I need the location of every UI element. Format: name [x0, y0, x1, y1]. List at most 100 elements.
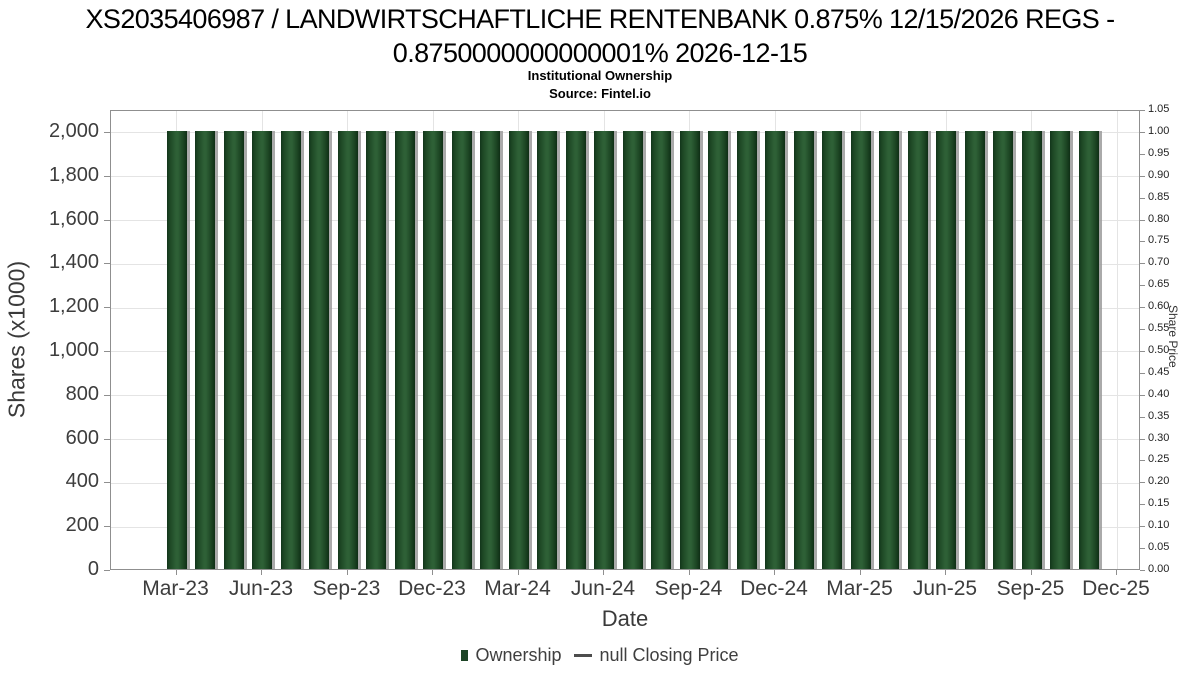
right-tick-mark	[1140, 241, 1145, 243]
ownership-bar	[1021, 130, 1042, 569]
right-tick-label: 0.50	[1148, 343, 1170, 356]
closing-price-legend-line-icon	[574, 654, 593, 657]
right-tick-label: 0.15	[1148, 497, 1170, 510]
left-tick-mark	[104, 175, 110, 177]
ownership-bar	[423, 130, 443, 569]
x-tick-mark	[517, 570, 519, 575]
x-tick-label: Jun-24	[570, 577, 636, 600]
legend-label-ownership: Ownership	[475, 645, 562, 665]
right-tick-label: 0.55	[1148, 322, 1170, 335]
ownership-bar	[366, 130, 386, 569]
left-tick-label: 600	[65, 426, 99, 449]
x-tick-label: Mar-23	[142, 577, 209, 600]
ownership-bar	[451, 130, 472, 569]
ownership-bar	[309, 130, 329, 569]
left-tick-label: 1,600	[48, 207, 99, 230]
right-tick-mark	[1140, 153, 1145, 155]
ownership-bar	[565, 130, 586, 569]
left-tick-mark	[104, 307, 110, 309]
x-tick-mark	[1116, 570, 1117, 575]
right-tick-label: 0.25	[1148, 453, 1170, 466]
right-tick-label: 0.90	[1148, 168, 1170, 181]
ownership-bar	[594, 130, 614, 569]
ownership-bar	[879, 130, 899, 569]
right-tick-label: 0.40	[1148, 387, 1170, 400]
ownership-bar	[1078, 130, 1099, 569]
x-tick-mark	[603, 570, 604, 575]
right-tick-label: 1.00	[1148, 124, 1170, 137]
right-tick-label: 0.35	[1148, 409, 1170, 422]
right-tick-mark	[1140, 394, 1145, 396]
left-tick-mark	[104, 350, 110, 352]
right-tick-mark	[1140, 350, 1145, 352]
ownership-bar	[166, 130, 187, 569]
ownership-bar	[651, 130, 671, 569]
ownership-bar	[679, 130, 700, 569]
left-tick-mark	[104, 394, 110, 396]
ownership-bar	[736, 130, 757, 569]
ownership-bar	[480, 130, 500, 569]
right-tick-label: 0.70	[1148, 256, 1170, 269]
left-tick-label: 400	[65, 470, 99, 493]
ownership-bar	[708, 130, 728, 569]
ownership-bar	[907, 130, 928, 569]
right-tick-mark	[1140, 526, 1145, 528]
right-tick-mark	[1140, 263, 1145, 265]
left-tick-label: 200	[65, 514, 99, 537]
x-tick-mark	[175, 570, 177, 575]
left-tick-label: 1,200	[48, 295, 99, 318]
x-tick-mark	[859, 570, 861, 575]
legend-label-closing-price: null Closing Price	[599, 645, 739, 665]
right-tick-label: 0.95	[1148, 146, 1170, 159]
ownership-bar	[850, 130, 871, 569]
ownership-bar	[822, 130, 842, 569]
right-tick-label: 1.05	[1148, 103, 1170, 115]
x-tick-label: Sep-25	[996, 577, 1065, 600]
x-tick-mark	[261, 570, 262, 575]
left-tick-label: 2,000	[48, 119, 99, 142]
right-tick-mark	[1140, 460, 1145, 462]
ownership-bar	[223, 130, 244, 569]
ownership-bar	[1050, 130, 1070, 569]
left-tick-label: 1,000	[48, 338, 99, 361]
grid-line-v	[1116, 111, 1118, 569]
x-tick-label: Jun-23	[228, 577, 294, 600]
left-tick-mark	[104, 438, 110, 440]
right-tick-mark	[1140, 219, 1145, 221]
chart-title-line1: XS2035406987 / LANDWIRTSCHAFTLICHE RENTE…	[85, 4, 1116, 34]
ownership-bar	[964, 130, 985, 569]
chart-subtitle: Institutional Ownership	[527, 68, 673, 83]
x-tick-mark	[945, 570, 946, 575]
chart-title: XS2035406987 / LANDWIRTSCHAFTLICHE RENTE…	[0, 2, 1200, 70]
ownership-bar	[765, 130, 785, 569]
right-tick-label: 0.45	[1148, 365, 1170, 378]
x-tick-label: Jun-25	[912, 577, 978, 600]
left-tick-label: 1,800	[48, 163, 99, 186]
ownership-bar	[793, 130, 814, 569]
right-tick-label: 0.20	[1148, 475, 1170, 488]
right-tick-label: 0.85	[1148, 190, 1170, 203]
right-tick-mark	[1140, 416, 1145, 418]
ownership-bar	[936, 130, 956, 569]
x-axis-title: Date	[601, 606, 649, 631]
right-axis-title: Share Price	[1166, 305, 1180, 368]
x-tick-mark	[432, 570, 433, 575]
right-tick-mark	[1140, 329, 1145, 331]
right-tick-label: 0.60	[1148, 300, 1170, 313]
x-tick-label: Mar-24	[484, 577, 551, 600]
ownership-bar	[508, 130, 529, 569]
x-tick-mark	[1030, 570, 1032, 575]
right-tick-label: 0.00	[1148, 563, 1170, 575]
left-tick-label: 1,400	[48, 251, 99, 274]
left-tick-mark	[104, 482, 110, 484]
right-tick-mark	[1140, 197, 1145, 199]
ownership-bar	[394, 130, 415, 569]
right-tick-mark	[1140, 372, 1145, 374]
x-tick-mark	[774, 570, 775, 575]
ownership-bar	[537, 130, 557, 569]
right-tick-label: 0.80	[1148, 212, 1170, 225]
right-tick-label: 0.05	[1148, 541, 1170, 554]
ownership-bar	[993, 130, 1013, 569]
ownership-legend-swatch-icon	[461, 650, 469, 661]
ownership-bar	[252, 130, 272, 569]
